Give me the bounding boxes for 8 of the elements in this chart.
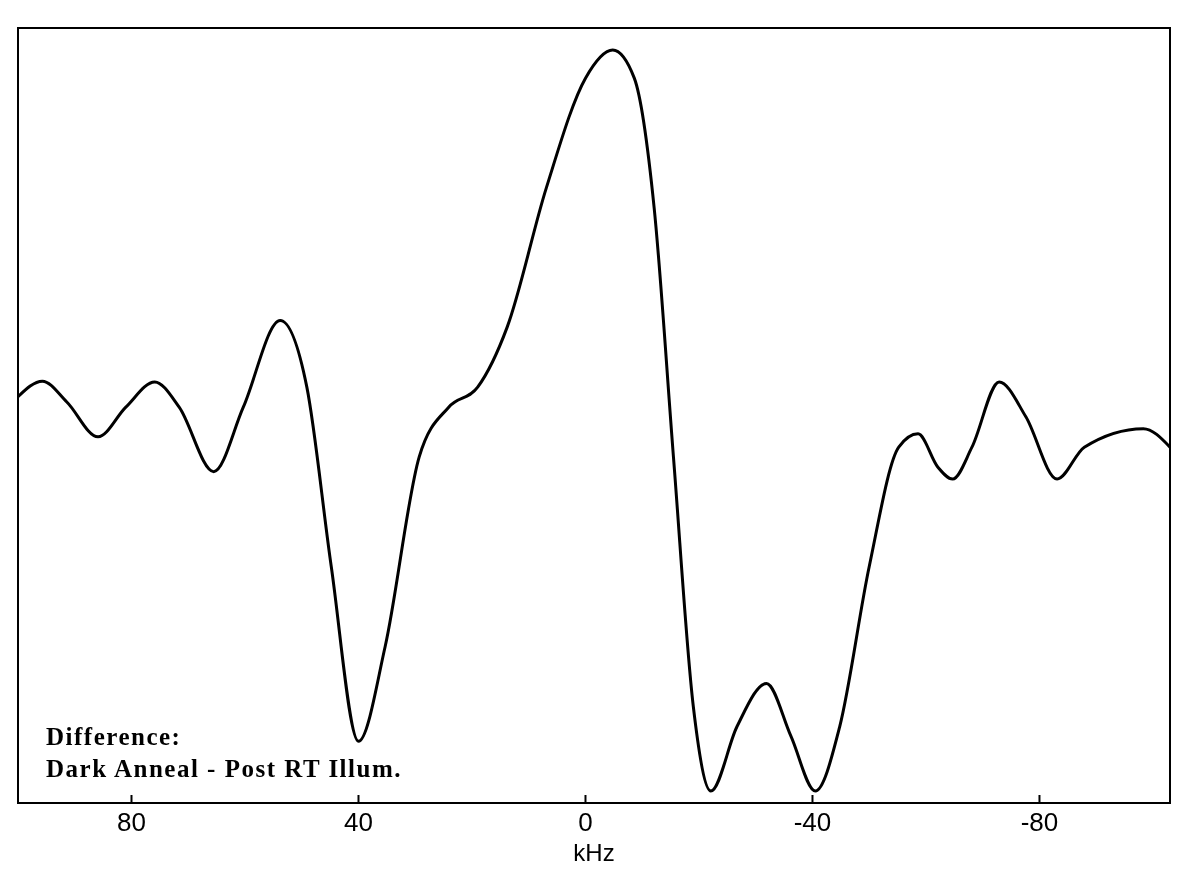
x-tick-label: -40 xyxy=(793,807,832,837)
x-axis-title: kHz xyxy=(573,839,615,866)
x-tick-label: 80 xyxy=(117,807,146,837)
annotation: Difference: xyxy=(46,723,182,750)
x-tick-label: 40 xyxy=(344,807,373,837)
annotation: Dark Anneal - Post RT Illum. xyxy=(46,755,402,782)
x-tick-label: -80 xyxy=(1020,807,1059,837)
x-tick-label: 0 xyxy=(578,807,593,837)
